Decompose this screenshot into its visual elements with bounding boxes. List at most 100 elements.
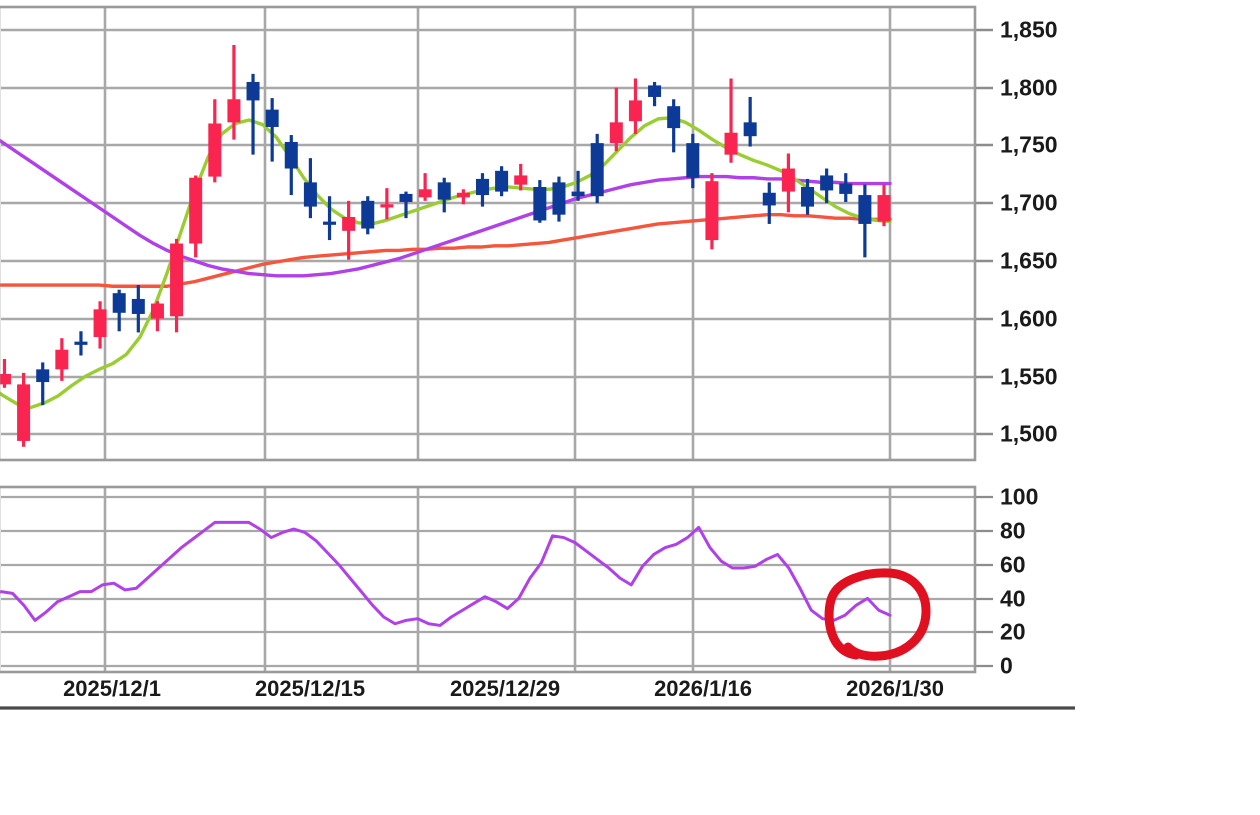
- candle-body: [705, 181, 719, 241]
- candle-body: [858, 195, 872, 224]
- candle-body: [743, 122, 757, 137]
- candle-body: [475, 178, 489, 196]
- candlestick: [475, 173, 489, 207]
- candle-body: [590, 143, 604, 197]
- candle-body: [74, 341, 88, 345]
- candle-body: [150, 303, 164, 319]
- candle-body: [609, 122, 623, 144]
- price-tick-label: 1,800: [1000, 74, 1058, 101]
- candlestick: [533, 180, 547, 223]
- candlestick: [208, 99, 222, 183]
- rsi-path: [0, 520, 892, 627]
- candle-body: [418, 189, 432, 198]
- candle-body: [380, 204, 394, 208]
- price-tick-label: 1,550: [1000, 363, 1058, 390]
- candle-body: [667, 106, 681, 129]
- candle-body: [93, 309, 107, 338]
- price-tick-label: 1,700: [1000, 189, 1058, 216]
- rsi-tick-label: 40: [1000, 585, 1026, 612]
- candle-body: [265, 109, 279, 127]
- candlestick: [801, 178, 815, 215]
- candle-body: [495, 170, 509, 192]
- candlestick: [399, 191, 413, 219]
- candlestick: [552, 176, 566, 222]
- candlestick: [724, 78, 738, 163]
- candlestick: [495, 166, 509, 197]
- candle-body: [189, 177, 203, 244]
- candle-body: [724, 132, 738, 155]
- price-tick-label: 1,750: [1000, 131, 1058, 158]
- candle-body: [781, 168, 795, 192]
- candlestick: [36, 362, 50, 406]
- candlestick: [839, 173, 853, 202]
- annotation-circle-stroke: [824, 568, 931, 661]
- ma-long-line: [0, 212, 892, 288]
- rsi-tick-label: 0: [1000, 652, 1013, 679]
- candle-body: [877, 195, 891, 222]
- candlestick: [858, 184, 872, 258]
- candle-body: [628, 100, 642, 122]
- candlestick: [456, 189, 470, 205]
- candle-body: [456, 192, 470, 198]
- candlestick: [265, 98, 279, 162]
- candlestick: [17, 372, 31, 447]
- candlestick: [342, 200, 356, 260]
- rsi-tick-label: 100: [1000, 483, 1039, 510]
- ma-medium-path: [0, 138, 892, 278]
- candlestick: [131, 285, 145, 333]
- ma-short-line: [0, 116, 892, 410]
- candle-body: [686, 143, 700, 178]
- rsi-tick-label: 60: [1000, 551, 1026, 578]
- price-tick-label: 1,650: [1000, 247, 1058, 274]
- candle-body: [17, 384, 31, 441]
- ma-medium-line: [0, 138, 892, 278]
- rsi-panel-frame: [0, 485, 977, 674]
- candle-body: [514, 175, 528, 185]
- candle-body: [399, 193, 413, 202]
- date-tick-label: 2026/1/30: [846, 676, 944, 701]
- candlestick: [380, 188, 394, 220]
- candle-body: [227, 99, 241, 123]
- candlestick: [55, 338, 69, 381]
- candlestick: [112, 289, 126, 332]
- candlestick: [877, 184, 891, 227]
- candle-body: [342, 216, 356, 231]
- candle-body: [839, 183, 853, 194]
- candlestick: [686, 133, 700, 189]
- hand-drawn-circle-annotation: [824, 568, 931, 661]
- candlestick: [170, 238, 184, 333]
- candlestick: [705, 173, 719, 250]
- candlestick: [628, 78, 642, 134]
- date-tick-label: 2025/12/15: [254, 676, 366, 701]
- ma-long-path: [0, 212, 892, 288]
- candlestick: [571, 170, 585, 201]
- candle-body: [170, 243, 184, 317]
- candle-body: [533, 186, 547, 221]
- candle-body: [648, 85, 662, 97]
- grid-layer: [1, 7, 993, 672]
- candlestick: [0, 358, 11, 388]
- candlestick: [590, 133, 604, 204]
- candle-body: [552, 182, 566, 215]
- candlestick: [648, 81, 662, 107]
- rsi-line: [0, 520, 892, 627]
- candle-body: [112, 293, 126, 313]
- candle-body: [208, 123, 222, 177]
- candlestick: [667, 99, 681, 153]
- candle-body: [55, 349, 69, 370]
- candle-body: [801, 186, 815, 207]
- candlestick-series: [0, 45, 891, 447]
- candlestick: [323, 196, 337, 241]
- candlestick: [743, 96, 757, 147]
- price-tick-label: 1,500: [1000, 420, 1058, 447]
- rsi-tick-label: 20: [1000, 618, 1026, 645]
- ma-short-path: [0, 116, 892, 410]
- price-panel-frame: [0, 5, 977, 462]
- candle-body: [284, 141, 298, 169]
- candlestick: [609, 87, 623, 152]
- candle-body: [762, 192, 776, 206]
- candlestick: [284, 135, 298, 196]
- candle-body: [361, 200, 375, 229]
- candlestick: [93, 301, 107, 349]
